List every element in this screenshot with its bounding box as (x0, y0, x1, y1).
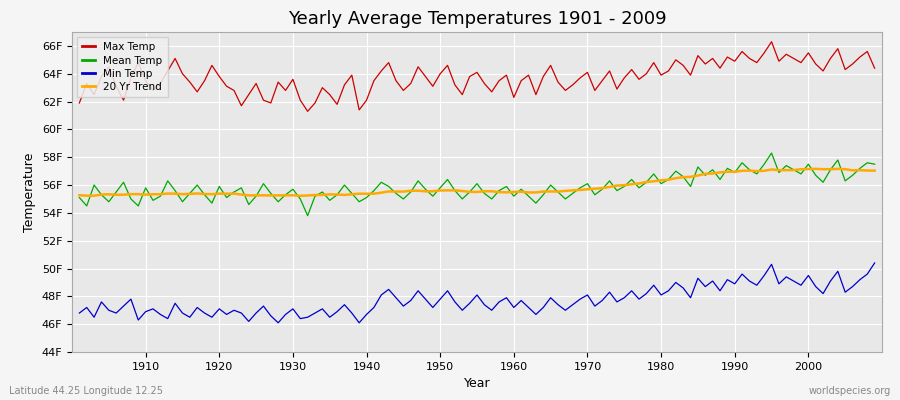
Y-axis label: Temperature: Temperature (23, 152, 36, 232)
Title: Yearly Average Temperatures 1901 - 2009: Yearly Average Temperatures 1901 - 2009 (288, 10, 666, 28)
X-axis label: Year: Year (464, 377, 490, 390)
Legend: Max Temp, Mean Temp, Min Temp, 20 Yr Trend: Max Temp, Mean Temp, Min Temp, 20 Yr Tre… (77, 37, 167, 97)
Text: Latitude 44.25 Longitude 12.25: Latitude 44.25 Longitude 12.25 (9, 386, 163, 396)
Text: worldspecies.org: worldspecies.org (809, 386, 891, 396)
